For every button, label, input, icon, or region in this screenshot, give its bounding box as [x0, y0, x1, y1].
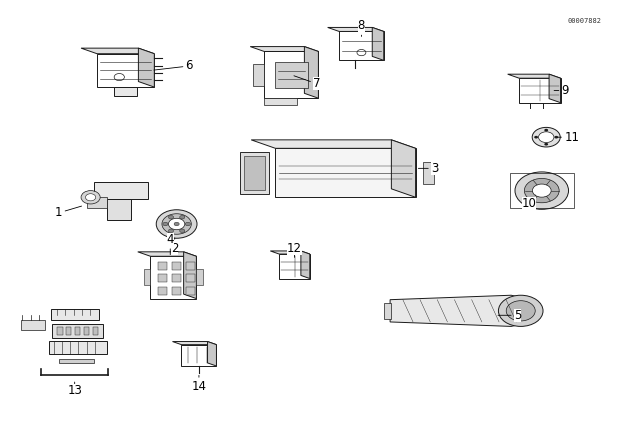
Polygon shape	[207, 341, 216, 366]
Text: 9: 9	[554, 84, 569, 97]
Bar	[384, 303, 392, 319]
Circle shape	[174, 222, 179, 226]
Polygon shape	[138, 252, 196, 256]
Circle shape	[168, 215, 173, 219]
Circle shape	[162, 214, 191, 234]
Circle shape	[86, 194, 96, 201]
Circle shape	[163, 222, 168, 226]
Bar	[51, 309, 99, 320]
Text: 1: 1	[55, 206, 81, 220]
Bar	[84, 327, 90, 335]
Bar	[93, 327, 99, 335]
Bar	[49, 341, 106, 353]
Bar	[186, 262, 195, 270]
Circle shape	[180, 229, 185, 233]
Bar	[75, 327, 81, 335]
Polygon shape	[390, 295, 531, 327]
Polygon shape	[173, 341, 216, 345]
Bar	[186, 274, 195, 282]
Text: 2: 2	[171, 238, 179, 255]
Circle shape	[114, 73, 124, 81]
Polygon shape	[508, 74, 561, 78]
Polygon shape	[301, 251, 310, 279]
Bar	[264, 98, 297, 105]
Polygon shape	[81, 48, 154, 54]
Polygon shape	[328, 27, 384, 31]
Bar	[57, 327, 63, 335]
Bar	[172, 287, 181, 295]
Polygon shape	[244, 155, 264, 190]
Polygon shape	[275, 148, 415, 197]
Bar	[66, 327, 72, 335]
Circle shape	[168, 229, 173, 233]
Bar	[106, 199, 131, 220]
Polygon shape	[549, 74, 561, 103]
Bar	[172, 274, 181, 282]
Circle shape	[357, 49, 366, 56]
Bar	[94, 182, 148, 199]
Text: 4: 4	[166, 233, 174, 254]
Text: 7: 7	[294, 76, 321, 90]
Polygon shape	[150, 256, 196, 298]
Bar	[172, 262, 181, 270]
Polygon shape	[279, 254, 310, 279]
Circle shape	[156, 210, 197, 238]
Polygon shape	[181, 345, 216, 366]
Bar	[59, 359, 94, 363]
Text: 14: 14	[191, 375, 207, 393]
Bar	[509, 173, 574, 208]
Polygon shape	[339, 31, 384, 60]
Text: 10: 10	[522, 195, 536, 211]
Bar	[52, 324, 103, 338]
Polygon shape	[392, 140, 415, 197]
Text: 5: 5	[498, 309, 521, 322]
Circle shape	[81, 190, 100, 204]
Circle shape	[544, 143, 548, 146]
Text: 8: 8	[358, 19, 365, 36]
Polygon shape	[97, 54, 154, 87]
Text: 13: 13	[67, 382, 82, 397]
Bar	[275, 62, 308, 88]
Text: 6: 6	[154, 60, 193, 73]
Polygon shape	[241, 152, 269, 194]
Circle shape	[534, 136, 538, 138]
Bar	[158, 274, 167, 282]
Polygon shape	[270, 251, 310, 254]
Polygon shape	[519, 78, 561, 103]
Circle shape	[515, 172, 568, 209]
Bar	[20, 320, 45, 330]
Text: 3: 3	[419, 162, 438, 175]
Circle shape	[499, 295, 543, 327]
Bar	[158, 287, 167, 295]
Polygon shape	[184, 252, 196, 298]
Circle shape	[554, 136, 558, 138]
Polygon shape	[138, 48, 154, 87]
Circle shape	[524, 178, 559, 203]
Bar	[423, 162, 435, 184]
Bar	[158, 262, 167, 270]
Bar	[253, 64, 264, 86]
Text: 00007882: 00007882	[568, 18, 602, 25]
Circle shape	[532, 184, 551, 197]
Polygon shape	[250, 47, 319, 52]
Bar	[88, 197, 106, 208]
Bar	[196, 269, 203, 285]
Polygon shape	[372, 27, 384, 60]
Circle shape	[532, 127, 560, 147]
Circle shape	[506, 301, 535, 321]
Polygon shape	[251, 140, 415, 148]
Circle shape	[168, 218, 185, 230]
Bar	[144, 269, 150, 285]
Circle shape	[180, 215, 185, 219]
Circle shape	[544, 129, 548, 131]
Text: 11: 11	[558, 131, 579, 144]
Polygon shape	[114, 87, 137, 96]
Text: 12: 12	[287, 242, 302, 258]
Circle shape	[538, 132, 554, 142]
Circle shape	[186, 222, 190, 226]
Bar	[186, 287, 195, 295]
Polygon shape	[264, 52, 319, 98]
Polygon shape	[305, 47, 319, 98]
